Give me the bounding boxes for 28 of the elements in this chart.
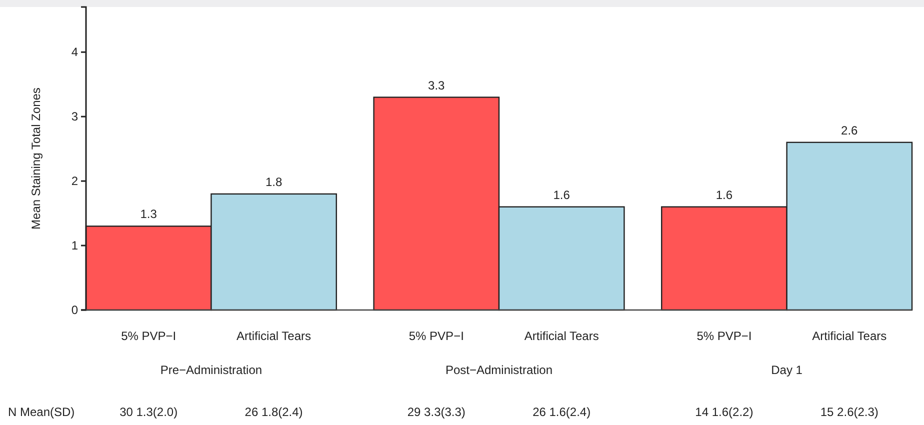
data-label: 1.6	[716, 188, 733, 202]
y-tick-label: 3	[71, 109, 78, 124]
text: N Mean(SD)	[8, 405, 75, 419]
text: 5% PVP−I	[408, 329, 464, 343]
text: 26 1.6(2.4)	[532, 405, 591, 419]
series-label: Artificial Tears	[236, 329, 312, 343]
text: 14 1.6(2.2)	[695, 405, 754, 419]
y-tick-label: 0	[71, 302, 78, 317]
data-label: 3.3	[428, 78, 446, 92]
x-tick-label: Day 1	[771, 363, 803, 377]
text: 26 1.8(2.4)	[244, 405, 303, 419]
text: 15 2.6(2.3)	[820, 405, 878, 419]
y-axis-title: Mean Staining Total Zones	[29, 88, 43, 230]
data-label: 1.8	[265, 174, 282, 189]
text: 30 1.3(2.0)	[120, 405, 178, 419]
text: 29 3.3(3.3)	[407, 405, 466, 419]
text: Artificial Tears	[524, 329, 599, 343]
data-label: 1.3	[140, 207, 158, 222]
x-tick-label: Pre−Administration	[160, 363, 262, 377]
series-label: 5% PVP−I	[121, 329, 176, 343]
text: Artificial Tears	[812, 329, 887, 343]
x-tick-label: Post−Administration	[445, 363, 553, 377]
data-label: 1.6	[553, 188, 570, 202]
text: 5% PVP−I	[696, 329, 752, 343]
data-label: 2.6	[841, 123, 858, 138]
y-tick-label: 1	[71, 238, 78, 252]
y-tick-label: 2	[71, 174, 78, 188]
y-tick-label: 4	[71, 44, 78, 59]
